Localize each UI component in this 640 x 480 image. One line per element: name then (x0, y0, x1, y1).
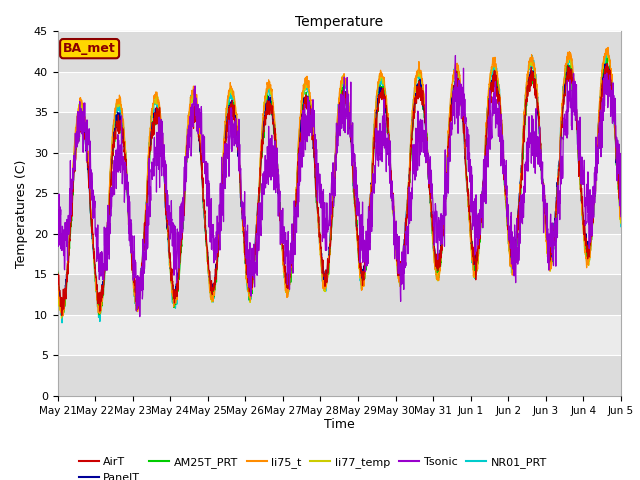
Bar (58, 315, 621, 356)
Bar (58, 72, 621, 112)
Bar (58, 234, 621, 275)
Legend: AirT, PanelT, AM25T_PRT, li75_t, li77_temp, Tsonic, NR01_PRT: AirT, PanelT, AM25T_PRT, li75_t, li77_te… (74, 453, 551, 480)
Title: Temperature: Temperature (295, 15, 383, 29)
Bar (58, 193, 621, 234)
Bar (58, 112, 621, 153)
Bar (58, 356, 621, 396)
Bar (58, 153, 621, 193)
Text: BA_met: BA_met (63, 42, 116, 55)
Y-axis label: Temperatures (C): Temperatures (C) (15, 159, 28, 268)
Bar (58, 31, 621, 72)
X-axis label: Time: Time (324, 419, 355, 432)
Bar (58, 275, 621, 315)
